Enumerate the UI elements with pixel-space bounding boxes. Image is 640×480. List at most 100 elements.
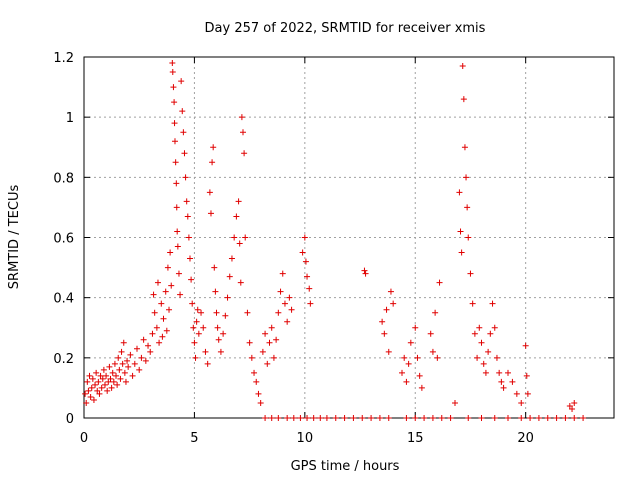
data-point <box>478 339 485 346</box>
data-point <box>518 399 525 406</box>
data-point <box>513 390 520 397</box>
data-point <box>85 387 92 394</box>
data-point <box>383 306 390 313</box>
data-point <box>220 330 227 337</box>
data-point <box>476 324 483 331</box>
data-point <box>416 372 423 379</box>
data-point <box>90 396 97 403</box>
data-point <box>215 336 222 343</box>
data-point <box>233 213 240 220</box>
data-point <box>523 372 530 379</box>
data-point <box>432 309 439 316</box>
data-point <box>569 405 576 412</box>
y-tick-label: 1.2 <box>53 51 74 66</box>
data-point <box>235 198 242 205</box>
data-point <box>251 369 258 376</box>
data-point <box>387 288 394 295</box>
data-point <box>273 336 280 343</box>
data-point <box>113 372 120 379</box>
data-point <box>524 390 531 397</box>
data-point <box>213 309 220 316</box>
data-point <box>169 69 176 76</box>
data-point <box>209 159 216 166</box>
data-point <box>168 282 175 289</box>
data-point <box>202 348 209 355</box>
data-point <box>116 366 123 373</box>
zero-point <box>527 415 534 421</box>
zero-point <box>438 415 445 421</box>
data-point <box>301 234 308 241</box>
data-point <box>304 273 311 280</box>
zero-point <box>317 415 324 421</box>
zero-point <box>262 415 269 421</box>
data-point <box>242 234 249 241</box>
data-point <box>108 384 115 391</box>
data-point <box>307 300 314 307</box>
data-point <box>156 339 163 346</box>
data-point <box>460 96 467 103</box>
data-point <box>362 270 369 277</box>
data-point <box>142 357 149 364</box>
data-point <box>117 375 124 382</box>
data-point <box>480 360 487 367</box>
data-point <box>96 390 103 397</box>
zero-point <box>304 415 311 421</box>
zero-point <box>465 415 472 421</box>
data-point <box>115 354 122 361</box>
data-point <box>140 336 147 343</box>
data-point <box>257 399 264 406</box>
data-point <box>407 339 414 346</box>
zero-point <box>323 415 330 421</box>
data-point <box>120 339 127 346</box>
data-point <box>212 288 219 295</box>
data-point <box>379 318 386 325</box>
data-point <box>200 324 207 331</box>
data-point <box>266 339 273 346</box>
zero-point <box>562 415 569 421</box>
data-point <box>97 372 104 379</box>
data-point <box>286 294 293 301</box>
data-point <box>118 348 125 355</box>
zero-point <box>518 415 525 421</box>
data-point <box>173 204 180 211</box>
data-point <box>264 360 271 367</box>
data-point <box>522 342 529 349</box>
x-tick-label: 5 <box>190 431 198 446</box>
data-point <box>177 291 184 298</box>
data-point <box>509 378 516 385</box>
data-point <box>173 180 180 187</box>
data-point <box>469 300 476 307</box>
data-point <box>277 288 284 295</box>
data-point <box>465 234 472 241</box>
zero-point <box>332 415 339 421</box>
zero-point <box>491 415 498 421</box>
data-point <box>571 399 578 406</box>
data-point <box>147 348 154 355</box>
data-point <box>405 360 412 367</box>
data-point <box>255 390 262 397</box>
data-point <box>244 309 251 316</box>
data-point <box>150 291 157 298</box>
data-point <box>259 348 266 355</box>
zero-point <box>368 415 375 421</box>
data-point <box>299 249 306 256</box>
data-point <box>284 318 291 325</box>
data-point <box>222 312 229 319</box>
data-point <box>206 189 213 196</box>
data-point <box>175 270 182 277</box>
data-point <box>171 138 178 145</box>
data-point <box>253 378 260 385</box>
data-point <box>248 354 255 361</box>
data-point <box>228 255 235 262</box>
zero-point <box>385 415 392 421</box>
data-point <box>160 315 167 322</box>
zero-point <box>447 415 454 421</box>
data-point <box>434 354 441 361</box>
data-point <box>246 339 253 346</box>
data-point <box>178 78 185 85</box>
data-markers <box>82 60 587 421</box>
data-point <box>210 144 217 151</box>
data-point <box>87 393 94 400</box>
data-point <box>179 108 186 115</box>
